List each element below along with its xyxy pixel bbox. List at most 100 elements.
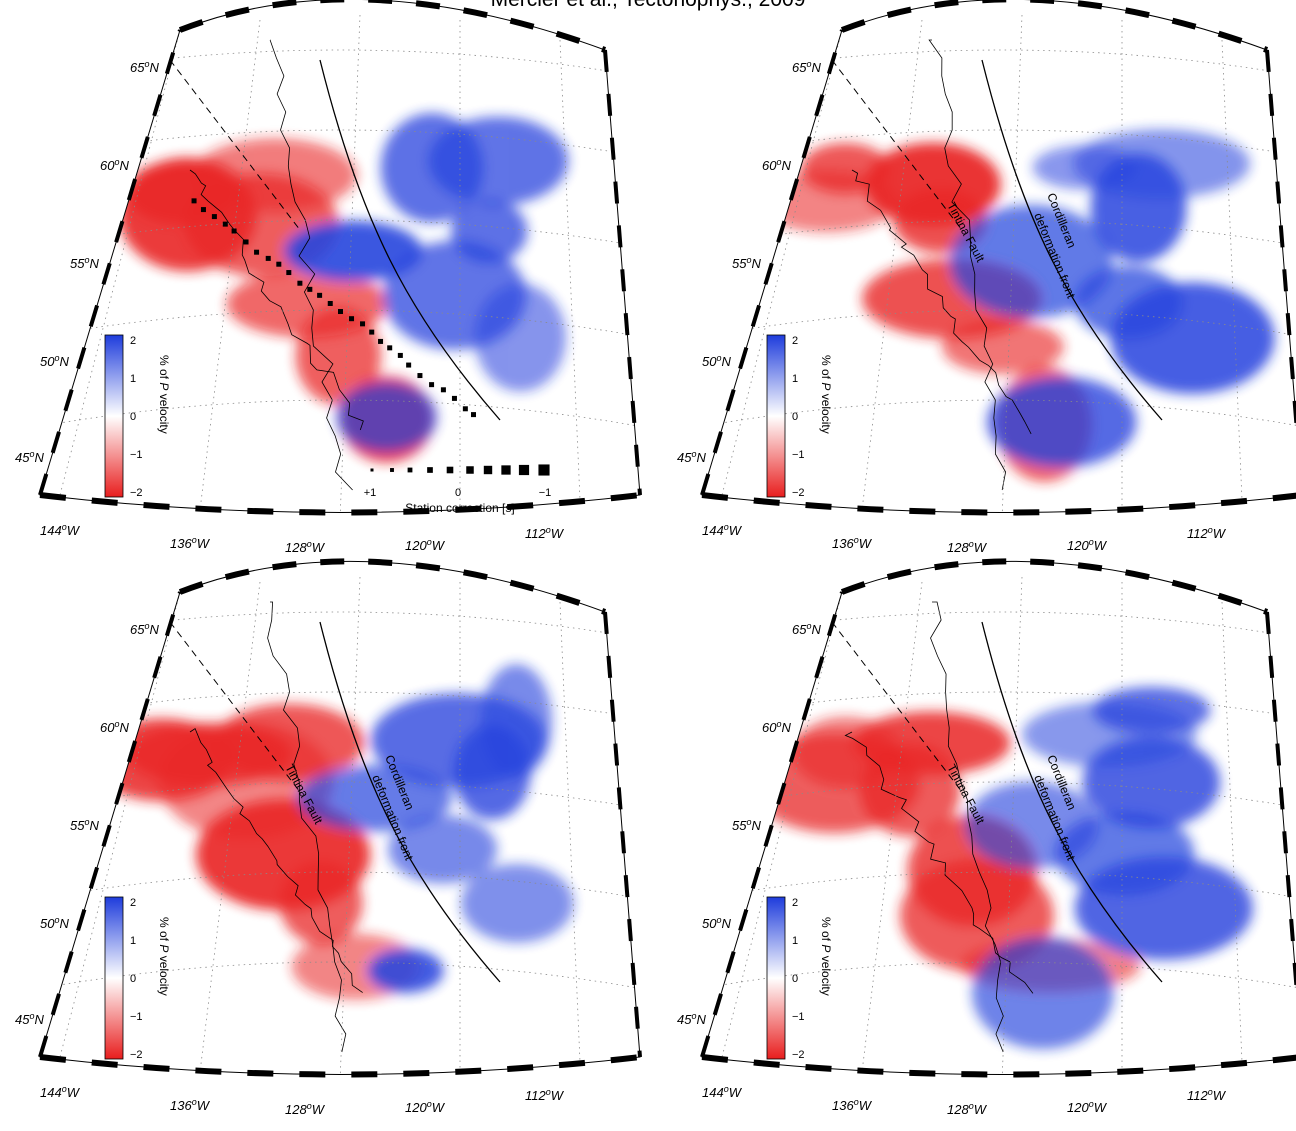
station-point [440,387,446,393]
latitude-label: 55oN [70,255,99,271]
station-point [211,214,217,220]
latitude-label: 55oN [732,255,761,271]
station-point [417,373,423,379]
colorbar-tick-label: −1 [130,1011,143,1023]
map-frame-ticks [38,29,182,496]
station-point [378,338,384,344]
colorbar-tick-label: 2 [130,335,136,347]
station-marker [407,467,413,473]
station-point [327,300,333,306]
station-point [254,249,260,255]
coastline [189,169,364,431]
colorbar-tick-label: 0 [792,411,798,423]
colorbar-tick-label: 1 [130,935,136,947]
station-correction-legend: +1 0 −1 Station correction [s] [364,464,551,515]
colorbar-ramp [104,334,124,498]
map-frame [701,0,1296,513]
colorbar-tick-label: −2 [792,487,805,499]
station-marker [518,464,530,476]
coastline [930,601,1004,1053]
colorbar-tick-label: −2 [792,1049,805,1061]
graticule [702,14,1296,513]
longitude-label: 112oW [525,1087,565,1103]
map-frame [39,560,641,1075]
station-marker [370,468,374,472]
graticule [40,14,640,513]
positive-anomaly [460,864,574,943]
coastline [189,728,363,993]
station-marker [501,465,511,475]
longitude-label: 144oW [702,1084,743,1100]
coastlines [189,39,364,491]
station-point [200,207,206,213]
colorbar-tick-label: −1 [130,449,143,461]
longitude-label: 128oW [947,539,988,555]
positive-anomaly [388,815,498,884]
station-track [191,198,477,418]
graticule [40,576,640,1075]
map-frame-ticks [603,611,642,1058]
colorbar-ramp [766,334,786,498]
latitude-label: 65oN [130,621,159,637]
station-marker [390,468,394,472]
map-interior [40,0,640,513]
map-frame-ticks [700,591,844,1058]
colorbar-tick-label: 2 [130,897,136,909]
station-point [349,316,355,322]
cordilleran-front-line [981,621,1163,983]
colorbar-tick-label: 2 [792,335,798,347]
map-frame-ticks [700,29,844,496]
negative-anomaly [865,142,1001,227]
latitude-label: 60oN [100,719,129,735]
colorbar-ramp [766,896,786,1060]
coastline [844,731,1034,994]
coastline [928,39,1007,491]
map-frame [39,0,641,513]
positive-anomaly [949,204,1113,319]
map-frame-ticks [603,49,642,496]
longitude-label: 136oW [832,1097,873,1113]
station-point [462,406,468,412]
station-point [429,382,435,388]
positive-anomaly [1082,736,1221,829]
station-point [265,255,271,261]
positive-anomaly [428,116,569,206]
colorbar-tick-label: 2 [792,897,798,909]
velocity-anomaly-field [749,686,1253,1050]
negative-anomaly [193,138,357,212]
velocity-anomaly-field [118,113,569,463]
positive-anomaly [1092,686,1211,735]
longitude-label: 136oW [170,535,211,551]
latitude-label: 60oN [762,157,791,173]
colorbar-tick-label: 1 [130,373,136,385]
station-point [451,395,457,401]
map-frame-ticks [178,0,607,53]
longitude-label: 136oW [832,535,873,551]
longitude-label: 136oW [170,1097,211,1113]
latitude-label: 45oN [677,1011,706,1027]
negative-anomaly [279,861,363,945]
cordilleran-front-line [319,59,501,421]
coastline [267,601,347,1053]
negative-anomaly [852,711,1011,775]
longitude-label: 112oW [1187,1087,1227,1103]
station-point [360,321,366,327]
positive-anomaly [367,948,444,993]
negative-anomaly [295,307,382,405]
latitude-label: 60oN [100,157,129,173]
colorbar-tick-label: 0 [130,973,136,985]
longitude-label: 112oW [525,525,565,541]
longitude-label: 120oW [1067,537,1108,553]
coastlines [851,39,1032,491]
longitude-label: 120oW [1067,1099,1108,1115]
longitude-label: 112oW [1187,525,1227,541]
positive-anomaly [1072,129,1251,199]
map-frame-ticks [38,591,182,1058]
station-point [369,329,375,335]
positive-anomaly [971,936,1114,1050]
colorbar-ramp [104,896,124,1060]
latitude-label: 50oN [702,353,731,369]
colorbar-tick-label: 1 [792,373,798,385]
station-marker [427,467,433,473]
positive-anomaly [284,220,423,282]
